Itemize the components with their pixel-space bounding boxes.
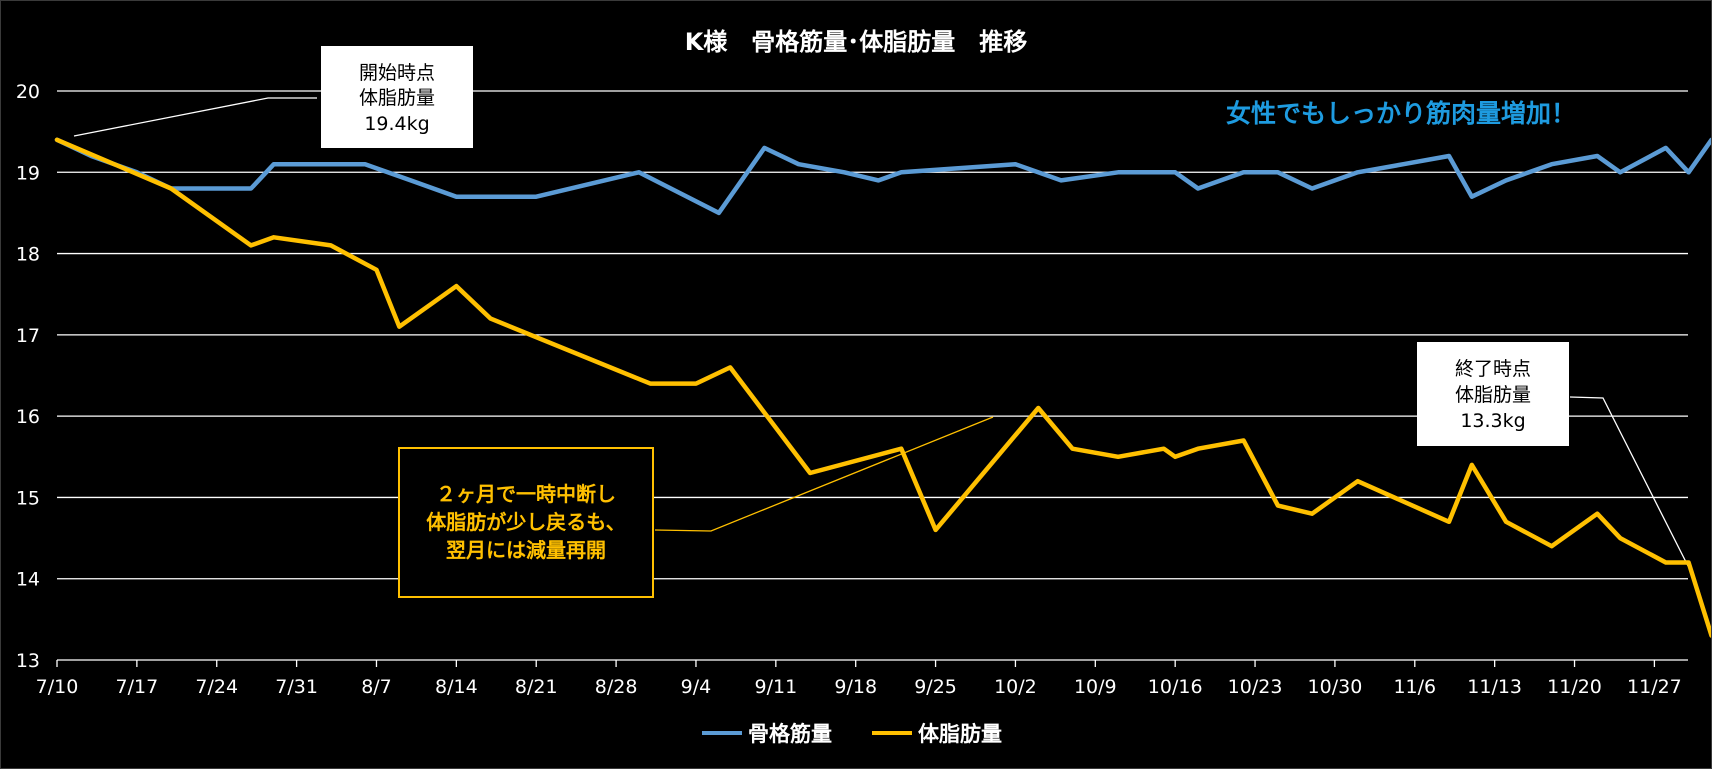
x-tick-label: 8/28 bbox=[595, 676, 638, 698]
muscle-mass-line bbox=[54, 137, 1712, 216]
x-axis: 7/10 7/17 7/24 7/31 8/7 8/14 8/21 8/28 9/4 9/11 9/… bbox=[36, 659, 1688, 698]
annotation-leader-lines bbox=[73, 97, 1689, 567]
x-tick-label: 9/18 bbox=[834, 676, 877, 698]
y-tick-label: 20 bbox=[16, 81, 40, 103]
x-tick-label: 7/31 bbox=[275, 676, 318, 698]
body-fat-line bbox=[54, 137, 1712, 638]
y-tick-label: 17 bbox=[16, 325, 40, 347]
x-tick-label: 10/30 bbox=[1308, 676, 1363, 698]
end-annotation-line1: 終了時点 bbox=[1455, 358, 1531, 380]
x-tick-label: 11/27 bbox=[1627, 676, 1682, 698]
y-tick-label: 16 bbox=[16, 406, 40, 428]
highlight-message: 女性でもしっかり筋肉量増加！ bbox=[1226, 99, 1576, 128]
x-tick-label: 9/11 bbox=[754, 676, 797, 698]
x-tick-label: 8/7 bbox=[361, 676, 392, 698]
start-annotation-box: 開始時点 体脂肪量 19.4kg bbox=[321, 46, 473, 148]
x-tick-label: 8/14 bbox=[435, 676, 478, 698]
note-annotation-box: ２ヶ月で一時中断し 体脂肪が少し戻るも、 翌月には減量再開 bbox=[398, 447, 654, 598]
x-tick-label: 11/13 bbox=[1467, 676, 1522, 698]
note-line2: 体脂肪が少し戻るも、 bbox=[426, 510, 625, 534]
end-annotation-line2: 体脂肪量 bbox=[1455, 384, 1531, 406]
end-annotation-value: 13.3kg bbox=[1460, 410, 1525, 432]
chart-title: K様 骨格筋量･体脂肪量 推移 bbox=[685, 28, 1028, 56]
x-tick-label: 9/4 bbox=[681, 676, 712, 698]
y-tick-label: 14 bbox=[16, 569, 40, 591]
start-leader-line bbox=[73, 97, 317, 137]
note-line3: 翌月には減量再開 bbox=[446, 538, 606, 562]
y-tick-label: 13 bbox=[16, 650, 40, 672]
x-tick-label: 11/20 bbox=[1547, 676, 1602, 698]
start-annotation-line1: 開始時点 bbox=[359, 62, 435, 84]
legend-label-muscle: 骨格筋量 bbox=[748, 722, 832, 746]
note-leader-line bbox=[654, 416, 994, 532]
x-tick-label: 7/24 bbox=[195, 676, 238, 698]
x-tick-label: 8/21 bbox=[515, 676, 558, 698]
y-tick-label: 19 bbox=[16, 162, 40, 184]
x-tick-label: 9/25 bbox=[914, 676, 957, 698]
note-line1: ２ヶ月で一時中断し bbox=[436, 482, 616, 506]
x-tick-label: 10/16 bbox=[1148, 676, 1203, 698]
end-leader-line bbox=[1569, 396, 1689, 567]
start-annotation-value: 19.4kg bbox=[364, 113, 429, 135]
legend: 骨格筋量 体脂肪量 bbox=[702, 722, 1002, 746]
y-tick-label: 18 bbox=[16, 244, 40, 266]
x-tick-label: 10/9 bbox=[1074, 676, 1117, 698]
start-annotation-line2: 体脂肪量 bbox=[359, 87, 435, 109]
legend-label-fat: 体脂肪量 bbox=[918, 722, 1002, 746]
series-lines bbox=[54, 137, 1712, 638]
x-tick-label: 11/6 bbox=[1393, 676, 1436, 698]
x-tick-label: 10/23 bbox=[1228, 676, 1283, 698]
end-annotation-box: 終了時点 体脂肪量 13.3kg bbox=[1417, 342, 1569, 446]
y-axis-ticks: 13 14 15 16 17 18 19 20 bbox=[16, 81, 40, 672]
x-tick-label: 10/2 bbox=[994, 676, 1037, 698]
x-tick-label: 7/10 bbox=[36, 676, 79, 698]
y-tick-label: 15 bbox=[16, 487, 40, 509]
x-tick-label: 7/17 bbox=[116, 676, 159, 698]
